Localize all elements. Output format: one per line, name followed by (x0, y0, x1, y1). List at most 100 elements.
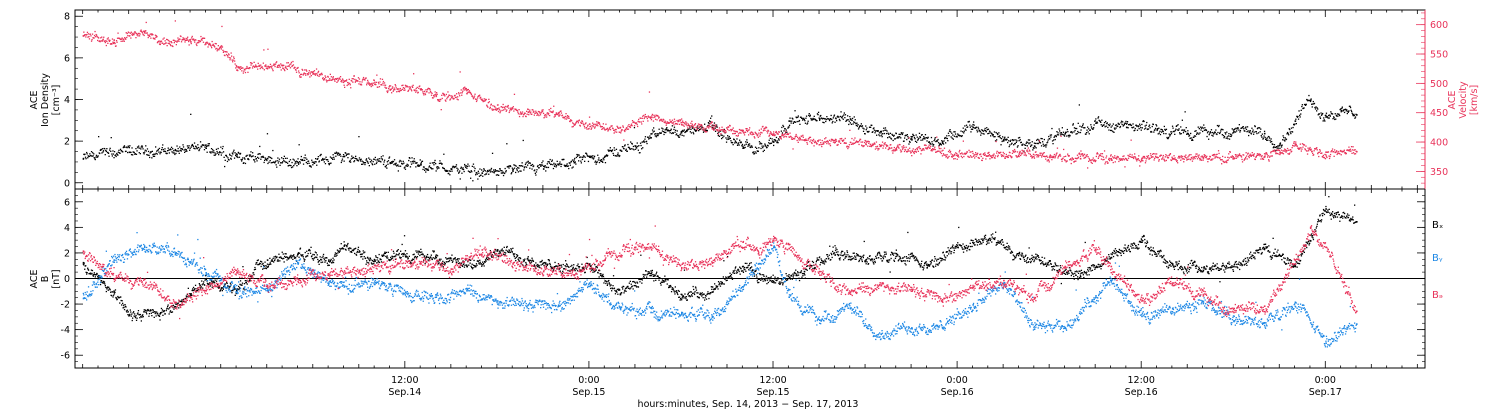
by-series-point-12 (435, 296, 438, 298)
bottom-y-tick-label: -4 (61, 325, 70, 336)
bx-series-point-44 (1356, 221, 1358, 223)
right-y-tick-label: 500 (1430, 79, 1448, 90)
by-series-point-2 (144, 246, 146, 249)
bz-series-point-17 (604, 259, 606, 261)
by-series-point-3 (174, 252, 177, 255)
density-series-point-12 (512, 170, 514, 172)
bz-series (82, 225, 1358, 320)
density-series-point-13 (542, 168, 545, 170)
bx-series-point-21 (681, 293, 683, 296)
right-y-axis-title: ACEVelocity[km/s] (1447, 81, 1480, 119)
velocity-series-point-2 (144, 30, 146, 33)
bz-series-point-42 (1294, 263, 1297, 265)
bx-series-point-37 (1171, 263, 1174, 265)
by-series-point-27 (849, 307, 852, 310)
x-tick-label-time: 0:00 (578, 375, 599, 386)
velocity-series-point-35 (1079, 157, 1082, 160)
bz-series-point-12 (450, 268, 453, 270)
velocity-series-point-14 (435, 95, 438, 97)
by-series-point-39 (1202, 302, 1205, 305)
velocity-series-point-22 (681, 123, 683, 126)
by-series-point-21 (711, 315, 714, 318)
bz-series-point-6 (266, 284, 269, 287)
bz-series-point-39 (1202, 295, 1205, 297)
bx-series-point-16 (527, 259, 530, 261)
bz-series-point-16 (573, 274, 576, 277)
density-series-point-44 (1340, 109, 1343, 112)
bottom-y-tick-label: -6 (61, 351, 70, 362)
bx-series-point-26 (834, 254, 836, 256)
velocity-series (82, 20, 1358, 169)
density-series (82, 94, 1358, 182)
right-y-tick-label: 400 (1430, 138, 1448, 149)
density-series-point-37 (1187, 132, 1189, 135)
by-series-point-31 (972, 304, 974, 306)
bz-series-point-33 (1033, 297, 1036, 300)
velocity-series-point-43 (1294, 143, 1297, 145)
bx-series-point-6 (236, 290, 238, 292)
bx-series-point-11 (374, 259, 376, 261)
by-series-point-9 (343, 286, 346, 288)
velocity-series-point-10 (343, 80, 346, 82)
by-series-point-34 (1064, 327, 1067, 329)
velocity-series-point-9 (312, 72, 315, 75)
bottom-y-axis-title: ACEB[nT] (29, 269, 62, 288)
velocity-series-point-19 (588, 123, 591, 125)
x-tick-label-date: Sep.16 (941, 387, 974, 398)
velocity-series-point-41 (1263, 156, 1266, 158)
bx-series-point-12 (404, 255, 407, 258)
by-series-point-10 (374, 283, 376, 286)
bz-series-point-24 (773, 240, 775, 242)
velocity-series-point-40 (1233, 157, 1235, 159)
bx-series-point-20 (650, 274, 652, 277)
velocity-series-point-38 (1171, 157, 1174, 160)
bz-series-point-18 (634, 246, 637, 249)
density-series-point-39 (1263, 132, 1266, 135)
by-series-point-1 (113, 259, 115, 261)
velocity-series-point-21 (650, 116, 652, 119)
bx-series-point-3 (159, 313, 161, 315)
bz-series-point-1 (113, 278, 115, 281)
bz-series-point-4 (205, 290, 207, 292)
density-series-point-8 (389, 161, 392, 164)
density-series-point-15 (604, 155, 606, 158)
bx-series-point-30 (957, 246, 959, 249)
top-y-tick-label: 8 (64, 12, 70, 23)
right-y-tick-label: 450 (1430, 108, 1448, 119)
density-series-point-21 (711, 126, 714, 129)
bz-series-point-8 (328, 274, 330, 277)
velocity-series-point-37 (1141, 157, 1143, 160)
bx-series-point-1 (113, 291, 115, 293)
bx-series-point-43 (1325, 208, 1327, 210)
density-series-point-14 (573, 161, 576, 164)
x-tick-label-date: Sep.14 (388, 387, 421, 398)
by-series-point-42 (1294, 301, 1297, 304)
x-tick-label-time: 0:00 (1315, 375, 1336, 386)
x-tick-label-date: Sep.15 (757, 387, 790, 398)
by-series-point-17 (588, 282, 591, 284)
velocity-series-point-30 (926, 147, 928, 149)
density-series-point-26 (849, 118, 852, 120)
bx-series-point-35 (1110, 256, 1113, 259)
velocity-series-point-36 (1110, 157, 1113, 160)
velocity-series-point-28 (865, 143, 867, 145)
by-series-point-22 (742, 286, 744, 288)
density-series-point-22 (742, 147, 744, 149)
bx-series-point-2 (128, 314, 131, 316)
bx-series-point-28 (895, 252, 898, 255)
velocity-series-point-25 (773, 133, 775, 135)
density-series-point-9 (420, 164, 422, 166)
velocity-series-point-46 (1356, 150, 1358, 153)
density-series-point-20 (681, 130, 683, 133)
bx-series-point-31 (987, 238, 990, 241)
bz-series-point-32 (1003, 279, 1005, 282)
x-tick-label-time: 12:00 (391, 375, 418, 386)
by-series-point-20 (681, 311, 683, 314)
bx-series-point-24 (773, 281, 775, 283)
right-y-tick-label: 600 (1430, 20, 1448, 31)
velocity-series-point-44 (1309, 149, 1312, 151)
by-series-point-30 (941, 327, 944, 329)
bz-series-point-30 (941, 299, 944, 301)
bx-series-point-32 (1018, 252, 1021, 255)
